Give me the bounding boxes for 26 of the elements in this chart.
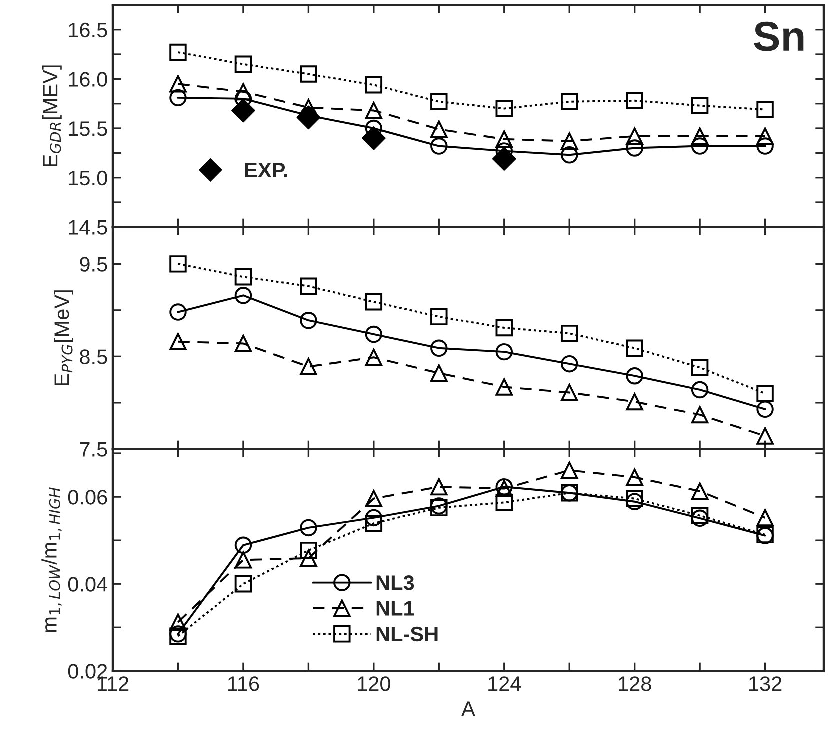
y-tick-label: 7.5 [80,442,108,457]
y-axis-title: E$_{PYG}$[MeV] [54,290,74,386]
annotation: Sn [754,22,804,52]
y-tick-label: 16.5 [69,22,108,38]
y-tick-label: 0.04 [68,577,108,592]
x-tick-label: 128 [619,676,652,692]
x-tick-label: 116 [228,676,260,692]
legend-label: NL3 [376,576,414,590]
legend-label: NL1 [376,601,414,616]
x-tick-label: 132 [749,676,782,692]
y-tick-label: 14.5 [69,220,108,235]
x-tick-label: 124 [488,676,522,692]
y-tick-label: 15.5 [69,122,108,136]
y-tick-label: 0.06 [68,490,108,505]
y-axis-title: E$_{GDR}$[MEV] [42,66,62,167]
x-tick-label: 120 [358,676,390,692]
y-tick-label: 9.5 [80,257,108,272]
y-axis-title: m$_{1,LOW}$/m$_{1,HIGH}$ [42,488,62,632]
legend-label: EXP. [245,163,288,178]
y-tick-label: 0.02 [68,664,108,679]
y-tick-label: 15.0 [69,170,108,186]
x-tick-label: 112 [98,676,129,692]
y-tick-label: 8.5 [80,350,108,364]
x-axis-title: A [462,702,476,716]
legend-label: NL-SH [376,626,438,642]
y-tick-label: 16.0 [69,72,108,87]
